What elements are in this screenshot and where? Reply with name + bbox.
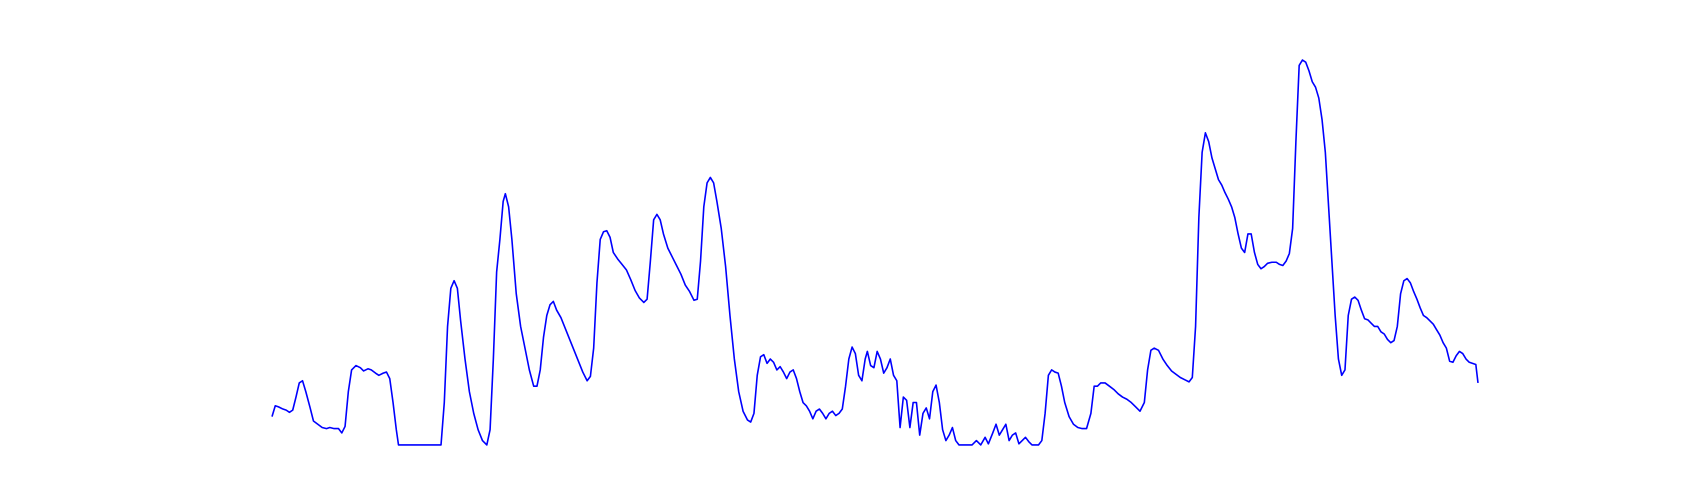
data-line (271, 59, 1479, 446)
